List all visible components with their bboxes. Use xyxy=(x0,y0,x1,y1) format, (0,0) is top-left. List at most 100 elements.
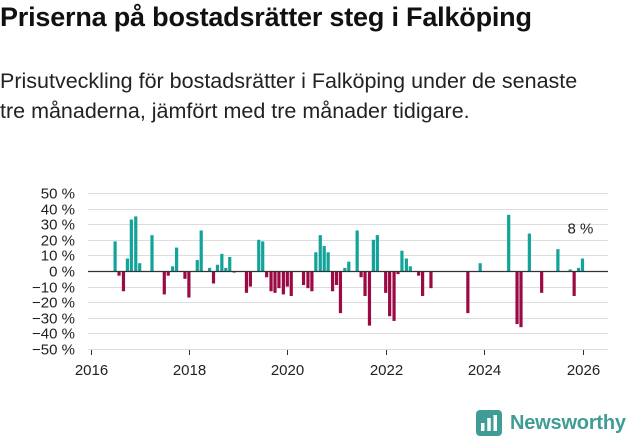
bar-negative xyxy=(248,271,252,287)
bar-negative xyxy=(540,271,544,293)
x-tick-label: 2020 xyxy=(271,362,304,379)
chart-subtitle: Prisutveckling för bostadsrätter i Falkö… xyxy=(0,69,578,123)
y-tick-label: 30 % xyxy=(41,217,75,234)
bar-positive xyxy=(576,267,581,271)
bar-negative xyxy=(162,271,166,295)
bar-positive xyxy=(556,249,560,271)
bar-positive xyxy=(478,263,482,271)
bar-negative xyxy=(301,271,306,286)
bars xyxy=(113,214,585,328)
bar-positive xyxy=(129,219,133,271)
bar-positive xyxy=(400,250,404,271)
newsworthy-brand[interactable]: Newsworthy xyxy=(476,408,626,438)
bar-positive xyxy=(322,246,326,271)
bar-positive xyxy=(138,263,142,271)
bar-negative xyxy=(421,271,425,296)
bar-positive xyxy=(355,230,359,271)
y-tick-label: −30 % xyxy=(32,311,75,328)
tick-labels: 50 %40 %30 %20 %10 %0 %−10 %−20 %−30 %−4… xyxy=(32,186,600,380)
bar-positive xyxy=(507,214,511,271)
bar-negative xyxy=(363,271,367,296)
bar-positive xyxy=(347,261,351,271)
bar-negative xyxy=(515,271,519,325)
x-tick-label: 2026 xyxy=(567,362,600,379)
gridlines xyxy=(88,193,608,350)
bar-negative xyxy=(519,271,523,328)
bar-positive xyxy=(580,258,585,271)
bar-negative xyxy=(265,271,269,278)
bar-negative xyxy=(396,271,400,275)
bar-positive xyxy=(343,267,347,271)
bar-positive xyxy=(113,241,117,271)
bar-negative xyxy=(388,271,392,317)
bar-positive xyxy=(527,233,531,271)
y-tick-label: 40 % xyxy=(41,202,75,219)
y-tick-label: 50 % xyxy=(41,186,75,203)
bar-positive xyxy=(326,252,330,271)
bar-negative xyxy=(330,271,335,292)
bar-negative xyxy=(338,271,343,314)
bar-negative xyxy=(187,271,191,298)
bar-negative xyxy=(166,271,170,276)
bar-positive xyxy=(371,239,375,271)
bar-negative xyxy=(285,271,289,287)
brand-name: Newsworthy xyxy=(510,411,626,434)
bar-positive xyxy=(220,253,224,271)
bar-negative xyxy=(466,271,470,314)
bar-negative xyxy=(289,271,293,296)
bar-positive xyxy=(314,252,318,271)
bar-positive xyxy=(261,241,265,271)
y-tick-label: 0 % xyxy=(49,264,75,281)
bar-positive xyxy=(568,269,572,271)
bar-positive xyxy=(228,256,232,271)
bar-negative xyxy=(367,271,372,326)
bar-positive xyxy=(224,267,228,271)
bar-positive xyxy=(171,266,175,271)
bar-negative xyxy=(273,271,277,293)
bar-negative xyxy=(306,271,310,289)
bar-positive xyxy=(257,239,261,271)
y-tick-label: −20 % xyxy=(32,295,75,312)
bar-positive xyxy=(408,266,412,271)
bar-positive xyxy=(125,258,129,271)
bar-positive xyxy=(207,267,212,271)
y-tick-label: −40 % xyxy=(32,326,75,343)
x-tick-label: 2024 xyxy=(468,362,501,379)
bar-negative xyxy=(183,271,187,279)
bar-positive xyxy=(404,258,408,271)
bar-positive xyxy=(215,264,220,271)
bar-positive xyxy=(134,216,138,271)
x-tick-label: 2018 xyxy=(173,362,206,379)
bar-negative xyxy=(417,271,421,276)
bar-positive xyxy=(175,247,179,271)
bar-negative xyxy=(281,271,285,295)
y-tick-label: 10 % xyxy=(41,248,75,265)
bar-chart: 50 %40 %30 %20 %10 %0 %−10 %−20 %−30 %−4… xyxy=(32,186,608,380)
chart-title: Priserna på bostadsrätter steg i Falköpi… xyxy=(0,2,532,32)
bar-negative xyxy=(310,271,314,292)
bar-positive xyxy=(195,260,199,271)
bar-positive xyxy=(375,235,379,271)
bar-negative xyxy=(269,271,273,292)
bar-negative xyxy=(359,271,363,278)
x-tick-label: 2022 xyxy=(370,362,403,379)
bar-positive xyxy=(199,230,203,271)
bar-negative xyxy=(334,271,339,286)
bar-positive xyxy=(318,235,322,271)
bar-negative xyxy=(121,271,126,292)
bar-negative xyxy=(244,271,249,293)
bar-negative xyxy=(211,271,216,284)
y-tick-label: −50 % xyxy=(32,342,75,359)
x-tick-label: 2016 xyxy=(75,362,108,379)
axes xyxy=(88,270,608,355)
last-value-annotation: 8 % xyxy=(567,221,593,238)
y-tick-label: −10 % xyxy=(32,280,75,297)
bar-chart-logo-icon xyxy=(476,410,502,436)
bar-negative xyxy=(277,271,281,289)
bar-positive xyxy=(150,235,154,271)
bar-negative xyxy=(392,271,396,321)
bar-negative xyxy=(572,271,576,296)
bar-negative xyxy=(117,271,121,276)
bar-negative xyxy=(429,271,433,289)
y-tick-label: 20 % xyxy=(41,233,75,250)
